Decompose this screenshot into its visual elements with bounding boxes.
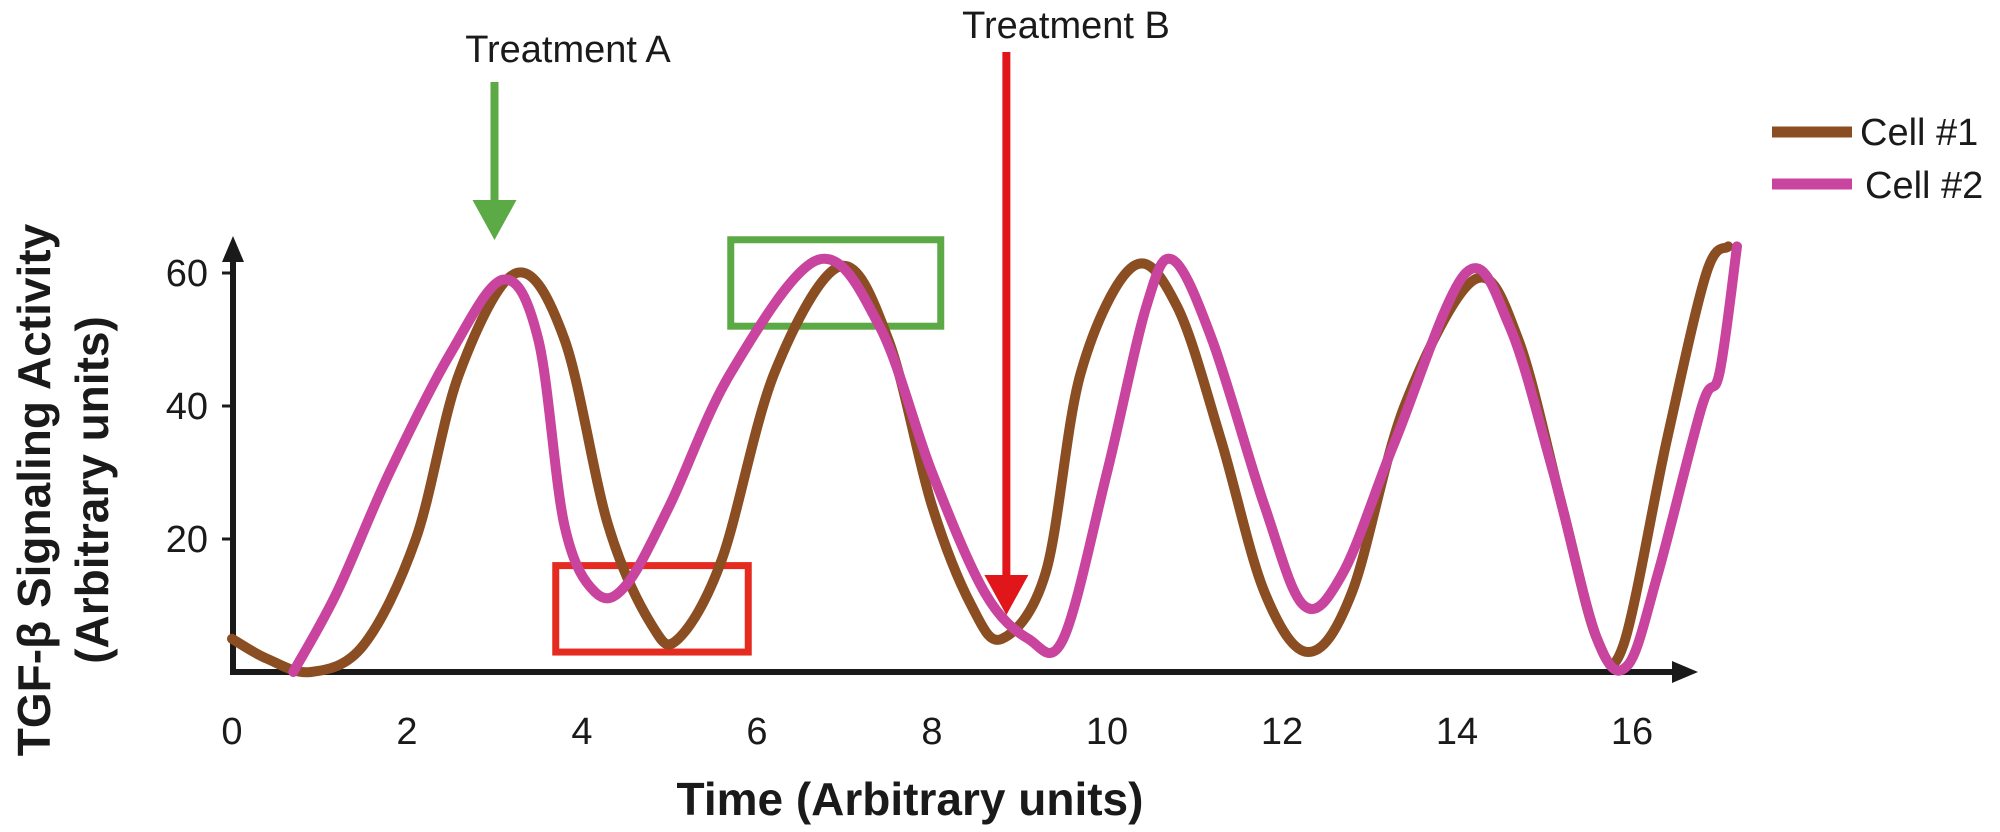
x-tick-label: 2 xyxy=(396,711,417,753)
legend-label-cell2: Cell #2 xyxy=(1865,165,1983,207)
series-lines xyxy=(227,241,1742,678)
x-tick-label: 16 xyxy=(1611,711,1653,753)
y-tick-label: 40 xyxy=(166,386,208,428)
x-tick-label: 8 xyxy=(921,711,942,753)
legend-label-cell1: Cell #1 xyxy=(1860,112,1978,154)
highlight-box-1 xyxy=(727,236,945,330)
x-axis-title: Time (Arbitrary units) xyxy=(677,773,1144,825)
y-axis-arrow xyxy=(222,236,244,262)
x-tick-label: 0 xyxy=(221,711,242,753)
x-tick-label: 6 xyxy=(746,711,767,753)
y-axis-title-line1: TGF-β Signaling Activity xyxy=(8,223,60,756)
x-tick-label: 4 xyxy=(571,711,592,753)
x-tick-label: 14 xyxy=(1436,711,1478,753)
axis-ticks: 0 2 4 6 8 10 12 14 16 20 40 60 xyxy=(166,253,1653,753)
treatment-label-1: Treatment A xyxy=(465,29,671,71)
series-line-cell-2 xyxy=(288,241,1742,677)
highlight-boxes xyxy=(552,236,945,656)
y-tick-label: 20 xyxy=(166,519,208,561)
treatment-arrow-head-1 xyxy=(472,200,517,240)
treatment-arrow-head-2 xyxy=(984,575,1029,615)
treatment-label-2: Treatment B xyxy=(962,5,1170,47)
highlight-box-2 xyxy=(552,562,752,656)
treatment-annotations: Treatment A Treatment B xyxy=(465,5,1170,615)
y-axis-title-line2: (Arbitrary units) xyxy=(66,316,118,664)
legend: Cell #1 Cell #2 xyxy=(1772,112,1983,207)
x-tick-label: 12 xyxy=(1261,711,1303,753)
x-tick-label: 10 xyxy=(1086,711,1128,753)
y-tick-label: 60 xyxy=(166,253,208,295)
x-axis-arrow xyxy=(1672,661,1698,683)
